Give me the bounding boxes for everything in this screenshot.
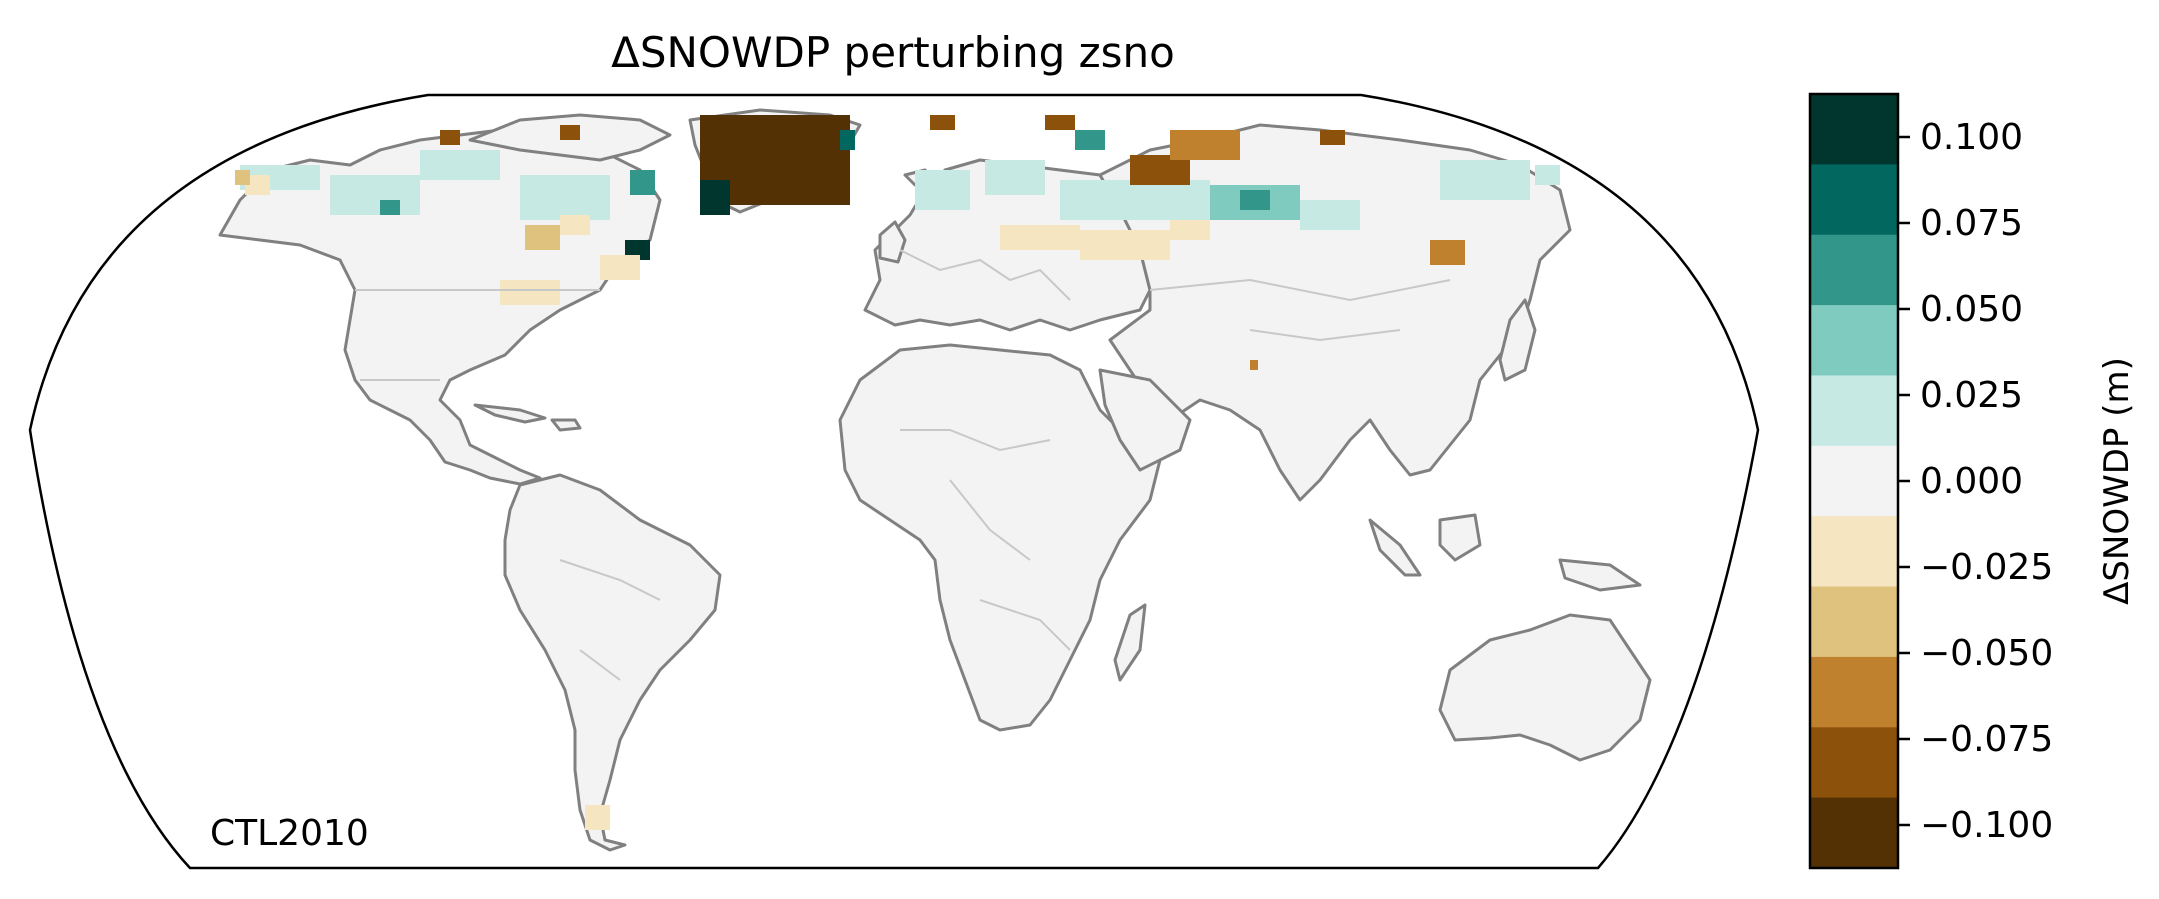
border-south-america-2 <box>579 649 621 681</box>
anomaly-cell <box>420 150 500 180</box>
anomaly-cell <box>245 175 270 195</box>
anomaly-cell <box>1000 225 1080 250</box>
colorbar-level <box>1810 234 1898 306</box>
cuba <box>473 403 547 424</box>
anomaly-cell <box>985 160 1045 195</box>
colorbar-level <box>1810 727 1898 799</box>
border-europe <box>899 249 1071 301</box>
borneo <box>1438 513 1482 562</box>
south-america <box>503 473 722 852</box>
colorbar-level <box>1810 305 1898 376</box>
anomaly-cell <box>1320 130 1345 145</box>
colorbar-level <box>1810 516 1898 588</box>
anomaly-cell <box>1440 160 1530 200</box>
anomaly-cell <box>1170 130 1240 160</box>
colorbar-label: ΔSNOWDP (m) <box>2097 357 2137 605</box>
colorbar-level <box>1810 445 1898 517</box>
greenland-anomaly-cell <box>700 180 730 215</box>
colorbar-level <box>1810 656 1898 728</box>
anomaly-cell <box>630 170 655 195</box>
colorbar-tick-label: −0.025 <box>1920 547 2053 588</box>
border-south-america-1 <box>559 559 661 601</box>
colorbar-level <box>1810 164 1898 236</box>
border-africa-3 <box>979 599 1071 651</box>
colorbar-tick-label: 0.025 <box>1920 375 2023 416</box>
map-title: ΔSNOWDP perturbing zsno <box>611 28 1175 77</box>
anomaly-cell <box>1075 130 1105 150</box>
anomaly-cell <box>1250 360 1258 370</box>
border-africa-1 <box>900 429 1051 452</box>
colorbar-level <box>1810 586 1898 658</box>
anomaly-cell <box>530 200 560 220</box>
anomaly-cell <box>930 115 955 130</box>
madagascar <box>1113 603 1147 682</box>
colorbar-tick-label: −0.075 <box>1920 719 2053 760</box>
map-content <box>218 108 1707 852</box>
anomaly-cell <box>1045 115 1075 130</box>
anomaly-cell <box>1430 240 1465 265</box>
greenland-anomaly-cell <box>840 130 855 150</box>
anomaly-cell <box>440 130 460 145</box>
colorbar-tick-label: −0.100 <box>1920 805 2053 846</box>
anomaly-cell <box>1080 230 1170 260</box>
australia <box>1438 613 1652 762</box>
anomaly-cell <box>585 805 610 830</box>
colorbar-level <box>1810 797 1898 869</box>
colorbar-ticks: 0.100 0.075 0.050 0.025 0.000 −0.025 −0.050 −0.… <box>1898 117 2053 846</box>
new-guinea <box>1558 558 1642 592</box>
border-asia <box>1149 278 1451 302</box>
map-boundary <box>28 93 1760 870</box>
japan <box>1498 298 1537 382</box>
colorbar-level <box>1810 94 1898 165</box>
anomaly-cell <box>1535 165 1560 185</box>
country-borders <box>355 249 1451 681</box>
anomaly-cell <box>1060 180 1210 220</box>
colorbar-blocks <box>1810 94 1898 869</box>
anomaly-cell <box>915 170 970 210</box>
arabian-peninsula <box>1098 368 1192 472</box>
anomaly-cell <box>500 280 560 305</box>
sumatra <box>1368 518 1422 577</box>
anomaly-cell <box>330 175 420 215</box>
anomaly-cell <box>380 200 400 215</box>
colorbar-tick-label: 0.050 <box>1920 289 2023 330</box>
anomaly-cell <box>1240 190 1270 210</box>
colorbar-tick-label: 0.100 <box>1920 117 2023 158</box>
hispaniola <box>550 418 582 432</box>
border-africa-2 <box>949 479 1031 561</box>
colorbar-tick-label: −0.050 <box>1920 633 2053 674</box>
colorbar: 0.100 0.075 0.050 0.025 0.000 −0.025 −0.050 −0.… <box>1808 92 2137 870</box>
anomaly-cell <box>600 255 640 280</box>
map-panel: CTL2010 <box>28 93 1760 870</box>
colorbar-level <box>1810 375 1898 447</box>
anomaly-cell <box>525 225 560 250</box>
colorbar-tick-label: 0.000 <box>1920 461 2023 502</box>
panel-label: CTL2010 <box>210 813 369 854</box>
colorbar-tick-label: 0.075 <box>1920 203 2023 244</box>
anomaly-cell <box>1300 200 1360 230</box>
anomaly-cell <box>1170 220 1210 240</box>
snow-depth-anomaly-cells <box>235 115 1560 830</box>
anomaly-cell <box>560 125 580 140</box>
anomaly-cell <box>560 215 590 235</box>
anomaly-cell <box>235 170 250 185</box>
border-china <box>1249 329 1401 342</box>
